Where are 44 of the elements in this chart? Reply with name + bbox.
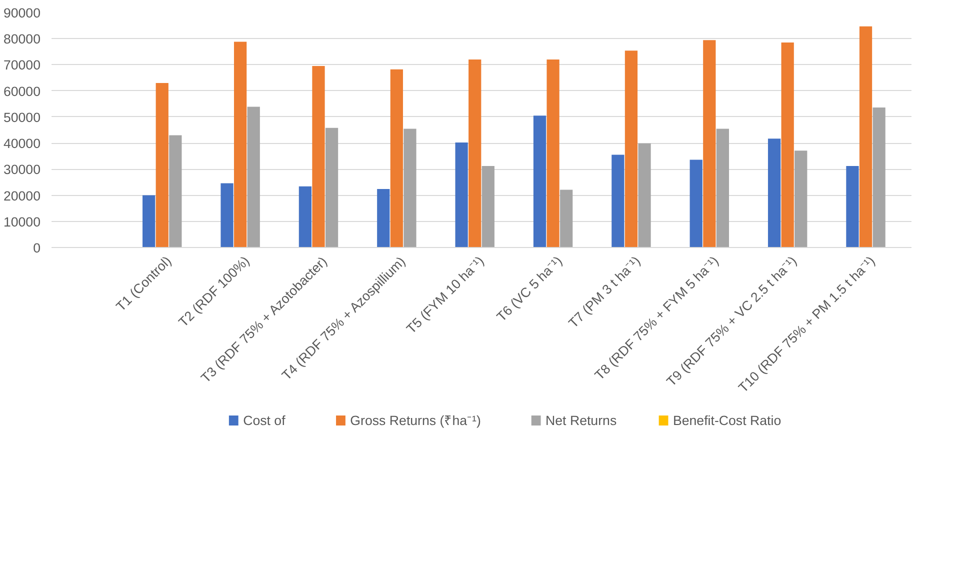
bar	[142, 195, 156, 248]
bar	[872, 108, 886, 248]
bar	[482, 166, 494, 248]
y-tick-label: 10000	[3, 214, 40, 230]
bar	[404, 128, 416, 248]
y-tick-label: 80000	[3, 32, 40, 47]
bar	[533, 116, 546, 248]
bar	[859, 26, 872, 248]
bar	[468, 60, 482, 248]
bar	[455, 142, 468, 248]
bar	[169, 135, 182, 248]
legend-label: Cost of	[243, 413, 286, 428]
bar	[546, 60, 560, 248]
bar	[220, 183, 234, 248]
bar	[794, 150, 808, 248]
bar	[690, 160, 702, 248]
bar	[298, 186, 312, 248]
bar	[612, 154, 624, 248]
y-tick-label: 50000	[3, 110, 40, 125]
bar	[703, 40, 716, 248]
bar	[781, 42, 794, 248]
y-tick-label: 90000	[3, 6, 40, 20]
bar	[716, 128, 730, 248]
bar	[638, 143, 651, 248]
bar	[247, 106, 260, 248]
y-tick-label: 60000	[3, 84, 40, 99]
bar	[560, 190, 573, 248]
y-tick-label: 30000	[3, 162, 40, 178]
y-tick-label: 20000	[3, 188, 40, 204]
bar	[312, 66, 325, 248]
y-tick-label: 0	[33, 240, 41, 256]
bar	[846, 166, 859, 248]
bar	[234, 42, 247, 248]
y-tick-label: 70000	[3, 58, 40, 73]
y-tick-label: 40000	[3, 136, 40, 152]
bar	[768, 138, 781, 248]
legend-label: Benefit-Cost Ratio	[672, 413, 782, 428]
legend-label: Gross Returns (₹ha⁻¹)	[350, 413, 481, 428]
legend-label: Net Returns	[545, 413, 617, 428]
bar	[624, 50, 638, 248]
bar	[156, 83, 168, 248]
bar	[377, 189, 390, 248]
bar	[390, 69, 403, 248]
bar	[325, 128, 338, 248]
